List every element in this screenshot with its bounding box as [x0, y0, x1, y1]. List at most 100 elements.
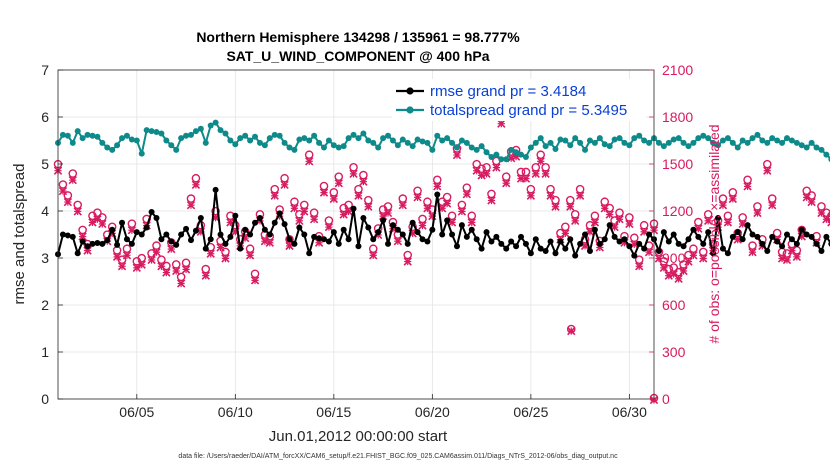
totalspread-point: [306, 137, 313, 144]
rmse-point: [173, 241, 180, 248]
obs-assimilated-point: [73, 207, 82, 216]
rmse-point: [119, 219, 126, 226]
obs-assimilated-point: [137, 260, 146, 269]
totalspread-point: [335, 144, 342, 151]
totalspread-point: [192, 128, 199, 135]
rmse-point: [783, 231, 790, 238]
y-right-tick-label: 300: [662, 344, 686, 360]
rmse-point: [808, 233, 815, 240]
legend-rmse-label: rmse grand pr = 3.4184: [430, 83, 586, 100]
rmse-point: [616, 238, 623, 245]
rmse-point: [798, 226, 805, 233]
rmse-point: [232, 212, 239, 219]
totalspread-point: [64, 132, 71, 139]
obs-assimilated-point: [566, 202, 575, 211]
rmse-point: [84, 243, 91, 250]
obs-assimilated-point: [664, 271, 673, 280]
totalspread-point: [458, 137, 465, 144]
obs-assimilated-point: [482, 169, 491, 178]
y-tick-label: 2: [41, 297, 49, 313]
rmse-point: [779, 243, 786, 250]
rmse-point: [212, 186, 219, 193]
totalspread-point: [783, 135, 790, 142]
totalspread-point: [252, 133, 259, 140]
obs-assimilated-point: [635, 262, 644, 271]
totalspread-point: [59, 131, 66, 138]
rmse-point: [498, 240, 505, 247]
totalspread-point: [803, 144, 810, 151]
rmse-point: [749, 231, 756, 238]
rmse-line: [57, 188, 830, 257]
obs-assimilated-point: [433, 182, 442, 191]
totalspread-point: [222, 130, 229, 137]
rmse-point: [449, 231, 456, 238]
totalspread-point: [148, 128, 155, 135]
rmse-point: [192, 227, 199, 234]
rmse-point: [389, 222, 396, 229]
obs-assimilated-point: [600, 204, 609, 213]
rmse-point: [153, 215, 160, 222]
totalspread-point: [183, 132, 190, 139]
totalspread-point: [719, 137, 726, 144]
rmse-point: [665, 238, 672, 245]
rmse-point: [818, 247, 825, 254]
legend-rmse-marker: [406, 87, 414, 95]
totalspread-point: [453, 144, 460, 151]
x-tick-label: 06/05: [119, 404, 154, 420]
obs-assimilated-point: [477, 171, 486, 180]
rmse-point: [325, 238, 332, 245]
rmse-point: [227, 233, 234, 240]
totalspread-point: [641, 137, 648, 144]
totalspread-point: [419, 138, 426, 145]
obs-assimilated-point: [467, 218, 476, 227]
totalspread-point: [296, 136, 303, 143]
totalspread-point: [513, 149, 520, 156]
totalspread-point: [316, 139, 323, 146]
totalspread-point: [636, 132, 643, 139]
obs-assimilated-point: [723, 218, 733, 227]
y-axis-label: rmse and totalspread: [11, 164, 28, 305]
totalspread-point: [606, 143, 613, 150]
obs-assimilated-point: [728, 194, 737, 204]
rmse-point: [567, 236, 574, 243]
rmse-point: [710, 250, 717, 257]
obs-assimilated-point: [748, 248, 757, 257]
totalspread-point: [340, 143, 347, 150]
totalspread-point: [463, 139, 470, 146]
obs-assimilated-point: [162, 268, 171, 277]
totalspread-point: [429, 146, 436, 153]
rmse-point: [114, 241, 121, 248]
rmse-point: [601, 236, 608, 243]
rmse-point: [547, 238, 554, 245]
totalspread-point: [695, 135, 702, 142]
rmse-point: [660, 229, 667, 236]
obs-assimilated-point: [201, 271, 210, 280]
data-file-footnote: data file: /Users/raeder/DAI/ATM_forcXX/…: [178, 453, 618, 460]
chart-title-line1: Northern Hemisphere 134298 / 135961 = 98…: [196, 29, 520, 45]
rmse-point: [316, 235, 323, 242]
obs-assimilated-point: [383, 208, 393, 218]
rmse-point: [542, 247, 549, 254]
obs-assimilated-point: [462, 190, 471, 199]
obs-assimilated-point: [684, 257, 693, 266]
totalspread-point: [813, 144, 820, 151]
rmse-point: [158, 236, 165, 243]
totalspread-point: [542, 143, 549, 150]
obs-assimilated-outlier: [567, 326, 576, 336]
rmse-point: [207, 236, 214, 243]
totalspread-point: [793, 139, 800, 146]
totalspread-point: [547, 139, 554, 146]
obs-assimilated-point: [305, 157, 314, 166]
rmse-point: [444, 217, 451, 224]
rmse-point: [759, 240, 766, 247]
totalspread-point: [271, 131, 278, 138]
totalspread-point: [764, 139, 771, 146]
x-axis-label: Jun.01,2012 00:00:00 start: [269, 428, 448, 445]
totalspread-point: [685, 143, 692, 150]
totalspread-point: [99, 139, 106, 146]
totalspread-point: [109, 146, 116, 153]
totalspread-point: [665, 139, 672, 146]
rmse-point: [700, 240, 707, 247]
obs-assimilated-point: [571, 216, 580, 225]
